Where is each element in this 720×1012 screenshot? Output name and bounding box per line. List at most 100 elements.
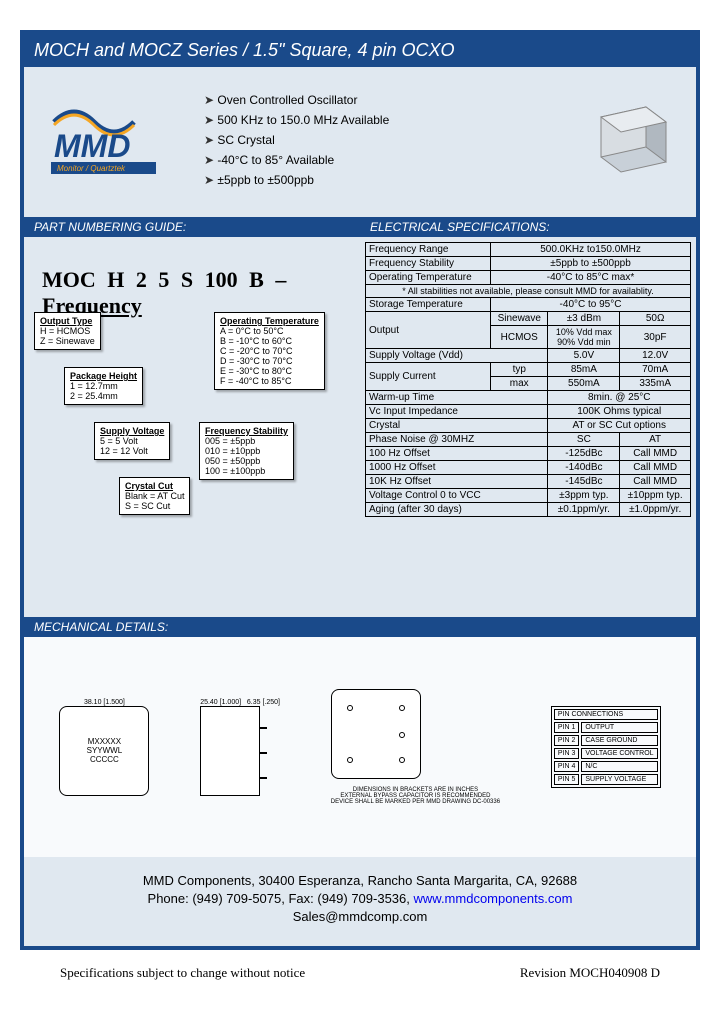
pin-num: PIN 3 — [554, 748, 580, 759]
pin-num: PIN 4 — [554, 761, 580, 772]
box-title: Output Type — [40, 316, 95, 326]
company-phone: Phone: (949) 709-5075, Fax: (949) 709-35… — [148, 891, 414, 906]
spec-label: Storage Temperature — [366, 298, 491, 312]
spec-val: 85mA — [548, 363, 620, 377]
spec-val: 30pF — [620, 326, 691, 349]
spec-label: Operating Temperature — [366, 271, 491, 285]
company-logo: MMD Monitor / Quartztek — [34, 77, 184, 197]
spec-label: Crystal — [366, 419, 548, 433]
feature-item: 500 KHz to 150.0 MHz Available — [204, 113, 556, 127]
box-title: Operating Temperature — [220, 316, 319, 326]
spec-sublabel: max — [491, 377, 548, 391]
product-image — [576, 77, 686, 187]
box-line: A = 0°C to 50°C — [220, 326, 319, 336]
pin-num: PIN 1 — [554, 722, 580, 733]
mid-section: MOC H 2 5 S 100 B – Frequency Output Typ… — [24, 237, 696, 617]
package-marking: MXXXXX SYYWWL CCCCC — [59, 706, 149, 796]
spec-val: AT — [620, 433, 691, 447]
pin-table-title: PIN CONNECTIONS — [554, 709, 658, 720]
footer-address: MMD Components, 30400 Esperanza, Rancho … — [24, 857, 696, 942]
spec-label: Warm-up Time — [366, 391, 548, 405]
spec-sublabel: HCMOS — [491, 326, 548, 349]
box-title: Supply Voltage — [100, 426, 164, 436]
spec-val: SC — [548, 433, 620, 447]
feature-item: SC Crystal — [204, 133, 556, 147]
pn-stability: 100 — [205, 267, 238, 292]
section-electrical: ELECTRICAL SPECIFICATIONS: — [360, 217, 696, 237]
pin-num: PIN 2 — [554, 735, 580, 746]
spec-val: Call MMD — [620, 475, 691, 489]
spec-val: -40°C to 95°C — [491, 298, 691, 312]
spec-val: 12.0V — [620, 349, 691, 363]
spec-sublabel: Sinewave — [491, 312, 548, 326]
box-line: 050 = ±50ppb — [205, 456, 288, 466]
crystal-cut-box: Crystal Cut Blank = AT Cut S = SC Cut — [119, 477, 190, 515]
box-line: 1 = 12.7mm — [70, 381, 137, 391]
company-address: MMD Components, 30400 Esperanza, Rancho … — [34, 872, 686, 890]
spec-val: 50Ω — [620, 312, 691, 326]
spec-val: ±3ppm typ. — [548, 489, 620, 503]
spec-label: Frequency Stability — [366, 257, 491, 271]
spec-val: 10% Vdd max 90% Vdd min — [548, 326, 620, 349]
pin-connections-table: PIN CONNECTIONS PIN 1OUTPUT PIN 2CASE GR… — [551, 706, 661, 788]
box-line: C = -20°C to 70°C — [220, 346, 319, 356]
disclaimer: Specifications subject to change without… — [60, 965, 305, 981]
spec-label: Voltage Control 0 to VCC — [366, 489, 548, 503]
pn-crystal: S — [181, 267, 193, 292]
revision: Revision MOCH040908 D — [520, 965, 660, 981]
page-footer: Specifications subject to change without… — [20, 950, 700, 981]
feature-list: Oven Controlled Oscillator 500 KHz to 15… — [184, 77, 576, 207]
spec-label: 100 Hz Offset — [366, 447, 548, 461]
spec-val: ±5ppb to ±500ppb — [491, 257, 691, 271]
pn-package: 2 — [136, 267, 147, 292]
pin-func: OUTPUT — [581, 722, 657, 733]
box-line: 2 = 25.4mm — [70, 391, 137, 401]
spec-sublabel: typ — [491, 363, 548, 377]
svg-text:MMD: MMD — [54, 128, 130, 164]
top-section: MMD Monitor / Quartztek Oven Controlled … — [24, 67, 696, 217]
spec-label: Supply Current — [366, 363, 491, 391]
feature-item: -40°C to 85° Available — [204, 153, 556, 167]
package-height-box: Package Height 1 = 12.7mm 2 = 25.4mm — [64, 367, 143, 405]
output-type-box: Output Type H = HCMOS Z = Sinewave — [34, 312, 101, 350]
spec-val: Call MMD — [620, 461, 691, 475]
spec-val: -125dBc — [548, 447, 620, 461]
box-title: Crystal Cut — [125, 481, 184, 491]
mmd-logo-icon: MMD Monitor / Quartztek — [49, 97, 169, 177]
top-view-drawing: 38.10 [1.500] MXXXXX SYYWWL CCCCC — [59, 699, 149, 796]
company-email: Sales@mmdcomp.com — [34, 908, 686, 926]
spec-val: 8min. @ 25°C — [548, 391, 691, 405]
spec-label: Phase Noise @ 30MHZ — [366, 433, 548, 447]
spec-val: 335mA — [620, 377, 691, 391]
dimension: 25.40 [1.000] — [200, 699, 241, 706]
spec-label: Aging (after 30 days) — [366, 503, 548, 517]
pn-dash: – — [275, 267, 286, 292]
feature-item: ±5ppb to ±500ppb — [204, 173, 556, 187]
side-view-drawing: 25.40 [1.000] 6.35 [.250] — [200, 699, 280, 796]
spec-val: ±10ppm typ. — [620, 489, 691, 503]
spec-val: ±3 dBm — [548, 312, 620, 326]
box-line: S = SC Cut — [125, 501, 184, 511]
spec-label: Vc Input Impedance — [366, 405, 548, 419]
box-title: Package Height — [70, 371, 137, 381]
spec-val: -40°C to 85°C max* — [491, 271, 691, 285]
spec-val: ±0.1ppm/yr. — [548, 503, 620, 517]
pin-func: SUPPLY VOLTAGE — [581, 774, 657, 785]
pin-func: N/C — [581, 761, 657, 772]
part-numbering-guide: MOC H 2 5 S 100 B – Frequency Output Typ… — [24, 237, 360, 617]
box-title: Frequency Stability — [205, 426, 288, 436]
box-line: 12 = 12 Volt — [100, 446, 164, 456]
company-url-link[interactable]: www.mmdcomponents.com — [414, 891, 573, 906]
spec-val: AT or SC Cut options — [548, 419, 691, 433]
spec-val: 70mA — [620, 363, 691, 377]
pn-temp: B — [249, 267, 264, 292]
spec-val: 550mA — [548, 377, 620, 391]
box-line: Z = Sinewave — [40, 336, 95, 346]
box-line: E = -30°C to 80°C — [220, 366, 319, 376]
dimension: 38.10 [1.500] — [59, 699, 149, 706]
spec-val: -145dBc — [548, 475, 620, 489]
box-line: H = HCMOS — [40, 326, 95, 336]
box-line: B = -10°C to 60°C — [220, 336, 319, 346]
spec-val: 5.0V — [548, 349, 620, 363]
spec-val: 100K Ohms typical — [548, 405, 691, 419]
